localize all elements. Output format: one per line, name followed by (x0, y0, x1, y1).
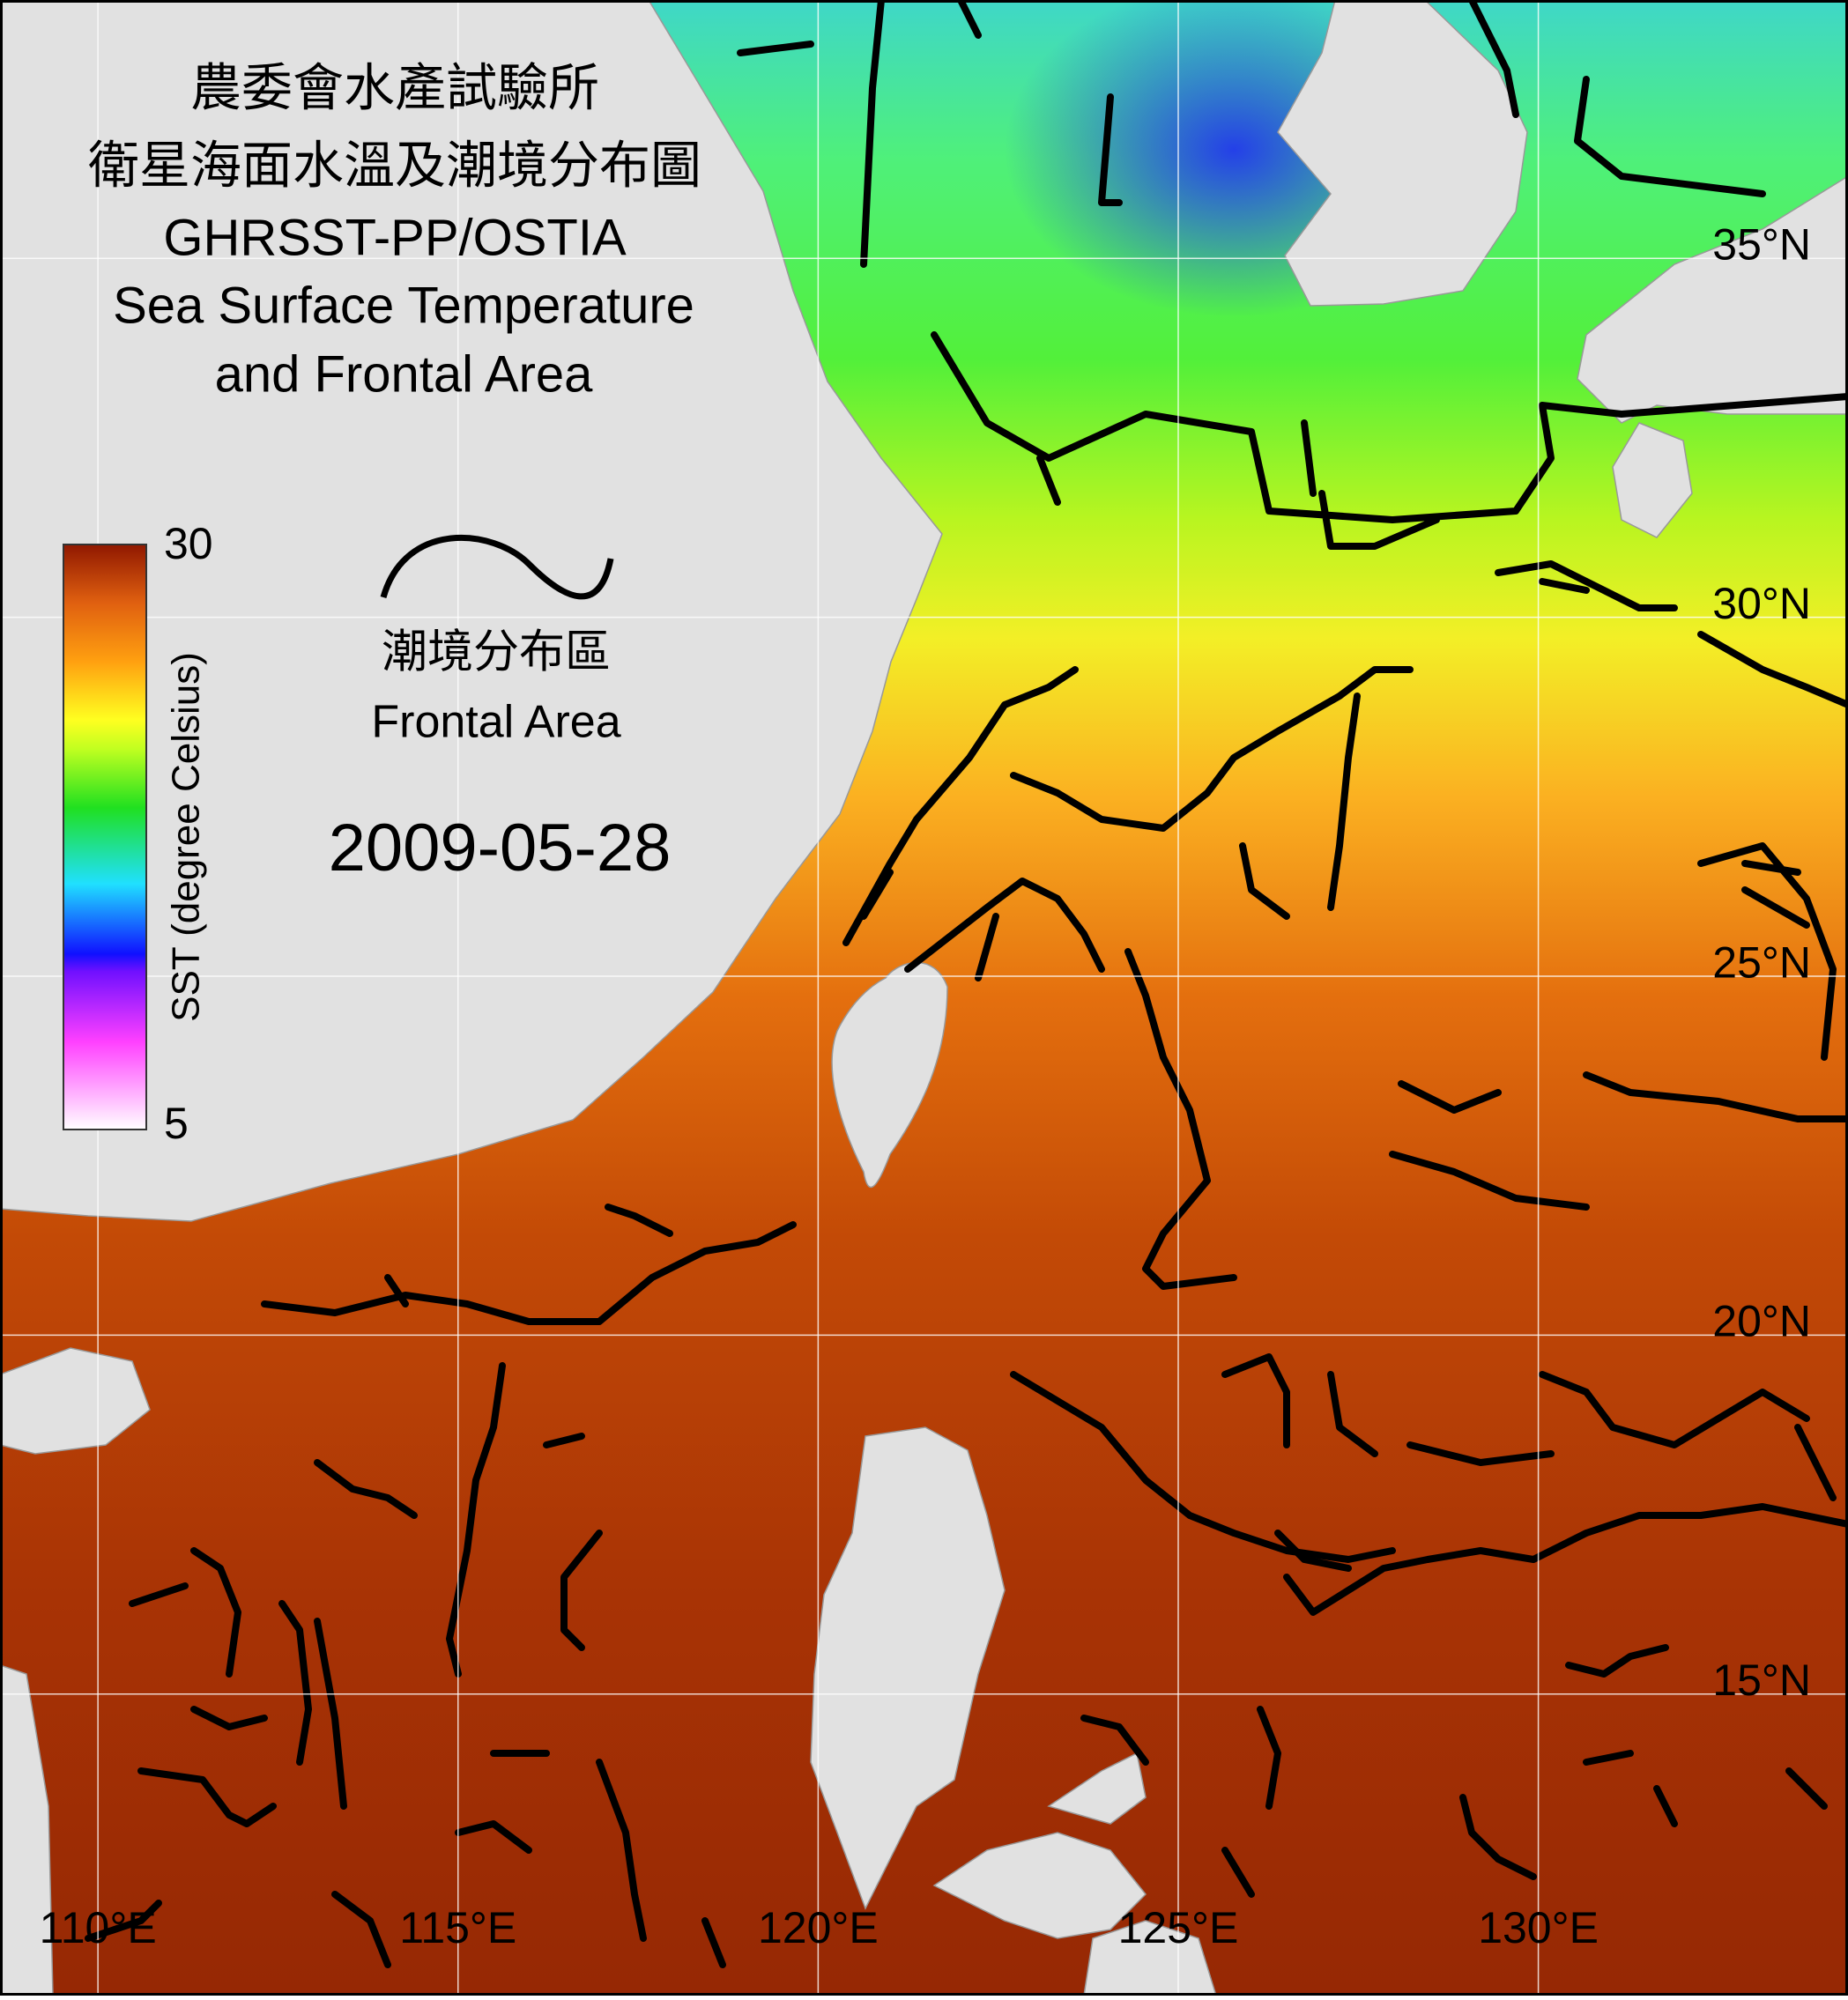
title-zh: 農委會水產試驗所 (190, 59, 599, 116)
longitude-label: 125°E (1118, 1903, 1239, 1952)
latitude-label: 15°N (1712, 1656, 1811, 1705)
longitude-label: 130°E (1478, 1903, 1599, 1952)
legend-label-en: Frontal Area (371, 697, 620, 748)
title-en: Sea Surface Temperature (113, 277, 694, 334)
legend-label-zh: 潮境分布區 (382, 627, 611, 678)
date: 2009-05-28 (329, 811, 672, 885)
latitude-label: 30°N (1712, 579, 1811, 628)
colorbar-ticks: 5 30 (164, 519, 213, 1148)
longitude-label: 115°E (399, 1903, 516, 1952)
latitude-label: 20°N (1712, 1297, 1811, 1346)
colorbar (63, 544, 147, 1130)
longitude-label: 110°E (40, 1903, 157, 1952)
title-en: and Frontal Area (215, 345, 594, 403)
colorbar-tick-label: 30 (164, 519, 213, 568)
colorbar-tick-label: 5 (164, 1099, 189, 1148)
longitude-label: 120°E (758, 1903, 879, 1952)
title-block: 農委會水產試驗所 衛星海面水溫及潮境分布圖 GHRSST-PP/OSTIA Se… (88, 59, 701, 403)
title-en: GHRSST-PP/OSTIA (163, 209, 627, 266)
latitude-label: 35°N (1712, 220, 1811, 270)
colorbar-label: SST (degree Celsius) (165, 652, 208, 1022)
legend-front-symbol (380, 534, 614, 600)
frontal-lines (85, 0, 1848, 1968)
latitude-label: 25°N (1712, 937, 1811, 987)
title-zh: 衛星海面水溫及潮境分布圖 (88, 137, 701, 194)
